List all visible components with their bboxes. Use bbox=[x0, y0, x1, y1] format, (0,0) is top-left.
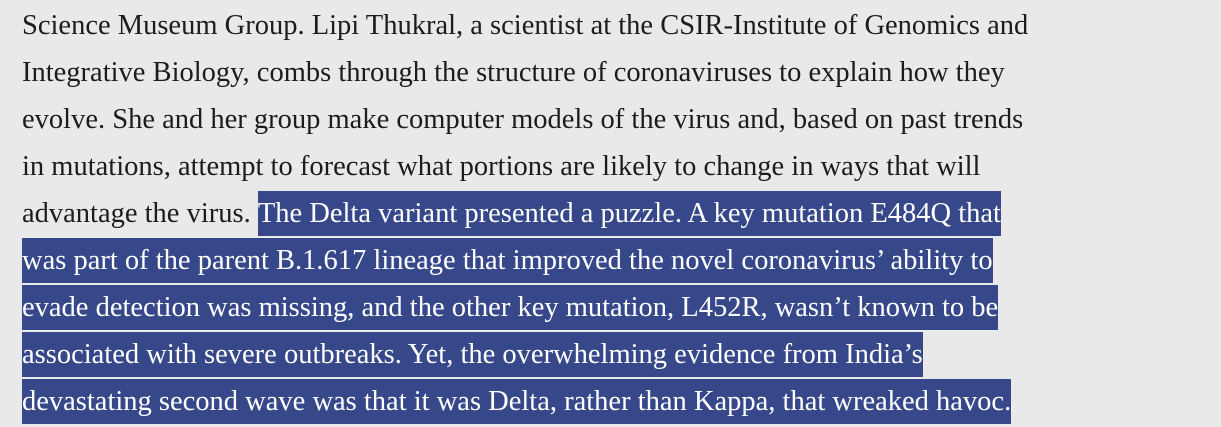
text-line: evolve. She and her group make computer … bbox=[22, 104, 1024, 135]
text-line-row: was part of the parent B.1.617 lineage t… bbox=[22, 237, 1028, 284]
selected-text[interactable]: was part of the parent B.1.617 lineage t… bbox=[22, 238, 993, 283]
selected-text[interactable]: The Delta variant presented a puzzle. A … bbox=[257, 191, 1001, 236]
text-line-row: associated with severe outbreaks. Yet, t… bbox=[22, 331, 1028, 378]
text-line-row: evade detection was missing, and the oth… bbox=[22, 284, 1028, 331]
article-text: Science Museum Group. Lipi Thukral, a sc… bbox=[22, 2, 1028, 425]
text-line: advantage the virus. bbox=[22, 198, 251, 229]
text-line: Science Museum Group. Lipi Thukral, a sc… bbox=[22, 10, 1029, 41]
text-line: in mutations, attempt to forecast what p… bbox=[22, 151, 981, 182]
selected-text[interactable]: evade detection was missing, and the oth… bbox=[22, 285, 999, 330]
selected-text[interactable]: devastating second wave was that it was … bbox=[22, 379, 1012, 424]
text-line-row: devastating second wave was that it was … bbox=[22, 378, 1028, 425]
text-line-mixed: advantage the virus. The Delta variant p… bbox=[22, 190, 1028, 237]
text-line: Integrative Biology, combs through the s… bbox=[22, 57, 1005, 88]
selected-text[interactable]: associated with severe outbreaks. Yet, t… bbox=[22, 332, 923, 377]
